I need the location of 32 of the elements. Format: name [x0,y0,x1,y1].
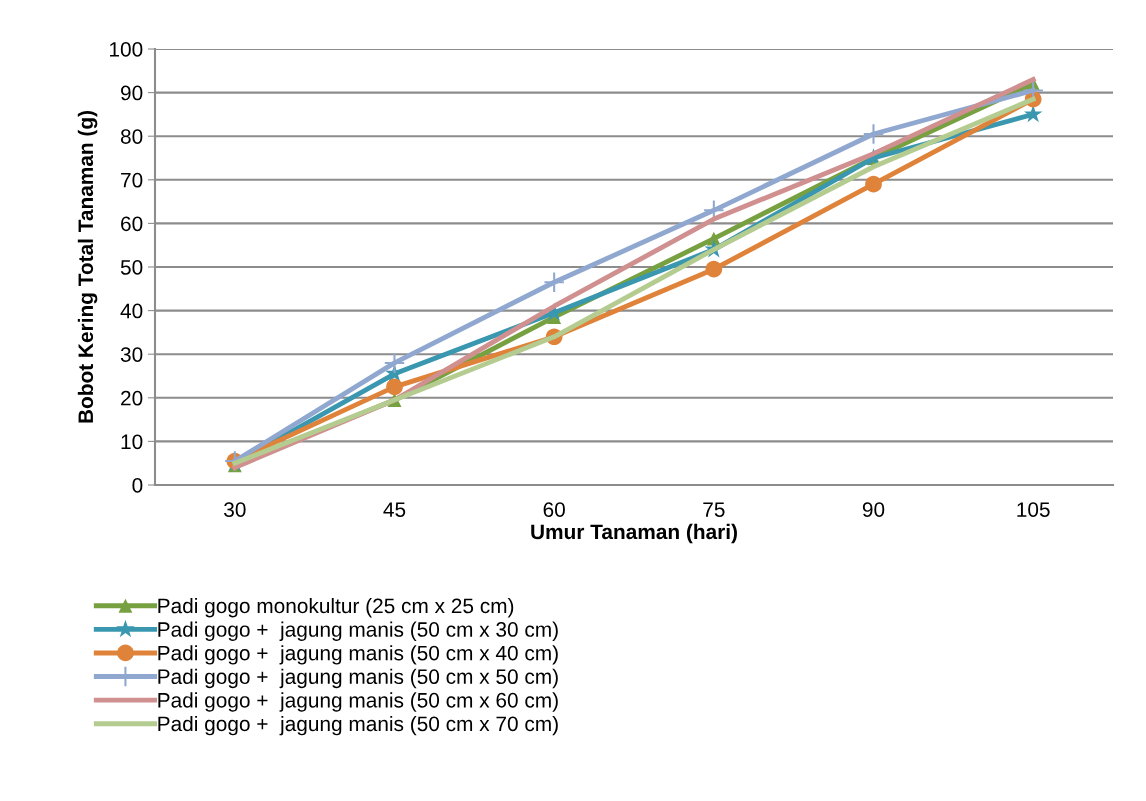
x-tick-label: 75 [703,502,725,517]
y-tick-label: 30 [120,347,143,362]
legend-label: Padi gogo + jagung manis (50 cm x 50 cm) [158,668,558,689]
y-tick-label: 90 [121,85,143,101]
point [383,352,406,374]
x-tick-label: 45 [383,502,406,517]
point [386,378,403,396]
y-tick-label: 70 [121,172,143,188]
point [1023,104,1043,123]
legend-label: Padi gogo + jagung manis (50 cm x 70 cm) [158,715,558,736]
y-tick-label: 10 [121,434,143,450]
point [705,260,723,278]
x-tick-label: 105 [1017,502,1050,517]
y-tick-label: 40 [120,303,143,319]
point [543,271,565,294]
y-tick-label: 20 [121,390,143,406]
y-tick-label: 60 [121,216,143,232]
legend-label: Padi gogo + jagung manis (50 cm x 40 cm) [158,645,558,665]
point [862,123,885,145]
y-tick-label: 80 [120,129,143,144]
legend-label: Padi gogo + jagung manis (50 cm x 60 cm) [158,692,558,712]
y-tick-label: 100 [110,42,143,57]
x-axis-title: Umur Tanaman (hari) [531,523,737,544]
x-tick-label: 30 [224,502,246,517]
x-tick-label: 60 [543,502,565,517]
y-axis-title: Bobot Kering Total Tanaman (g) [77,111,98,423]
x-tick-label: 90 [862,502,885,517]
legend-label: Padi gogo monokultur (25 cm x 25 cm) [158,597,514,618]
y-tick-label: 50 [120,260,143,275]
legend-label: Padi gogo + jagung manis (50 cm x 30 cm) [158,621,558,641]
y-tick-label: 0 [132,478,143,493]
point [865,175,882,193]
